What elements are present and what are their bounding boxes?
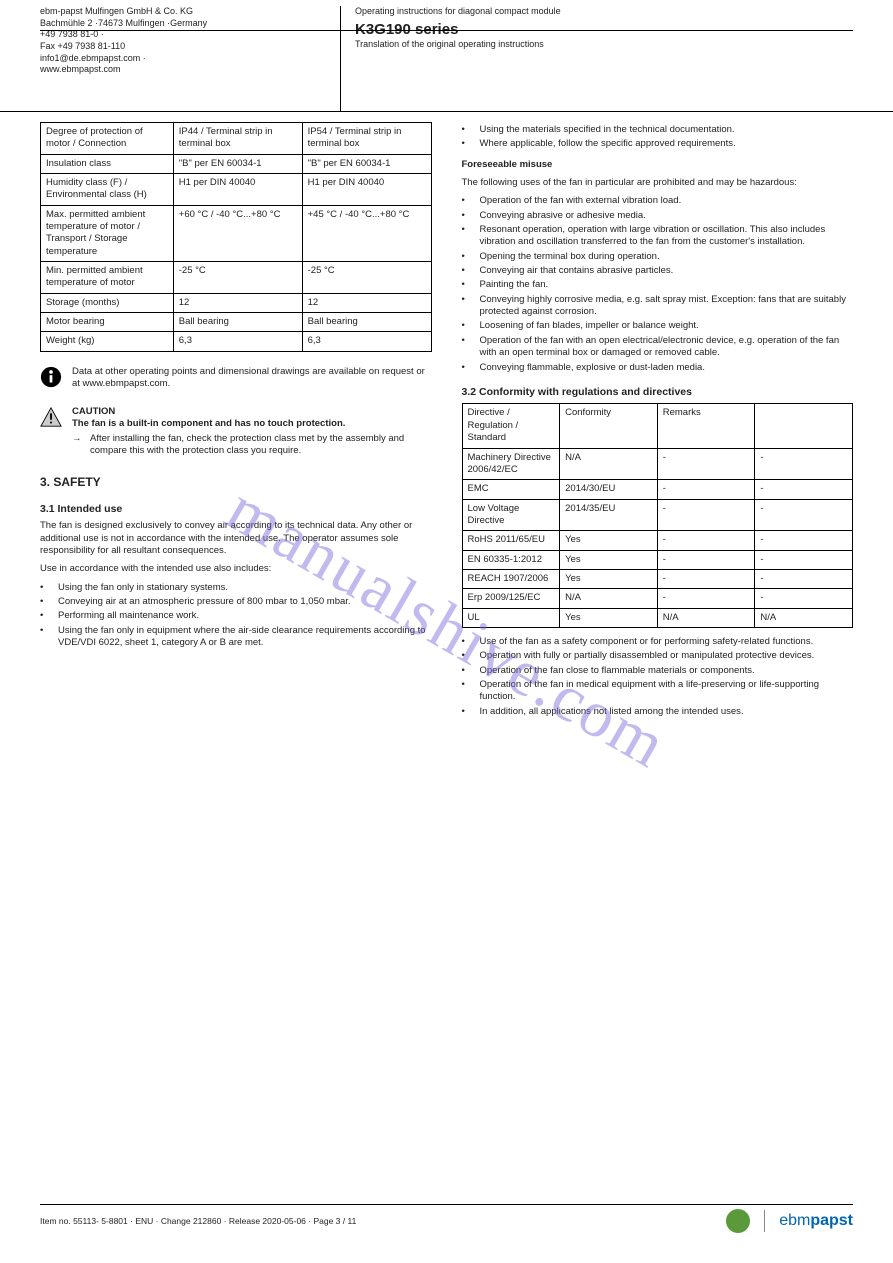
misuse-item: Conveying air that contains abrasive par… bbox=[480, 265, 674, 277]
table-row: Storage (months)1212 bbox=[41, 293, 432, 312]
bullet-icon: • bbox=[462, 279, 474, 291]
bullet-icon: • bbox=[462, 124, 474, 136]
caution-line1: The fan is a built-in component and has … bbox=[72, 418, 432, 430]
misuse-item: Painting the fan. bbox=[480, 279, 549, 291]
bullet-icon: • bbox=[40, 610, 52, 622]
misuse-item: Resonant operation, operation with large… bbox=[480, 224, 854, 249]
bullet-icon: • bbox=[462, 665, 474, 677]
footer-item: Item no. 55113- bbox=[40, 1216, 99, 1226]
trans-label: Translation of the original operating in… bbox=[355, 39, 853, 51]
check-item: Using the fan only in equipment where th… bbox=[58, 625, 432, 650]
table-row: EN 60335-1:2012Yes-- bbox=[462, 550, 853, 569]
misuse-item: Conveying flammable, explosive or dust-l… bbox=[480, 362, 705, 374]
bullet-icon: • bbox=[462, 210, 474, 222]
misuse-item: Operation of the fan in medical equipmen… bbox=[480, 679, 854, 704]
table-row: Max. permitted ambient temperature of mo… bbox=[41, 205, 432, 261]
table-row: Erp 2009/125/ECN/A-- bbox=[462, 589, 853, 608]
info-note: Data at other operating points and dimen… bbox=[72, 366, 432, 392]
foreseeable-title: Foreseeable misuse bbox=[462, 159, 854, 171]
misuse-item: Opening the terminal box during operatio… bbox=[480, 251, 660, 263]
info-icon bbox=[40, 366, 64, 392]
table-row: ULYesN/AN/A bbox=[462, 608, 853, 627]
table-row: Min. permitted ambient temperature of mo… bbox=[41, 262, 432, 294]
bullet-icon: • bbox=[462, 335, 474, 360]
right-note: Using the materials specified in the tec… bbox=[480, 124, 735, 136]
series-label: Operating instructions for diagonal comp… bbox=[355, 6, 853, 18]
bullet-icon: • bbox=[462, 320, 474, 332]
table-row: RoHS 2011/65/EUYes-- bbox=[462, 531, 853, 550]
table-row: Machinery Directive 2006/42/ECN/A-- bbox=[462, 448, 853, 480]
arrow-icon: → bbox=[72, 433, 84, 458]
body-31a: The fan is designed exclusively to conve… bbox=[40, 520, 432, 557]
bullet-icon: • bbox=[462, 636, 474, 648]
web: www.ebmpapst.com bbox=[40, 64, 330, 76]
fax: Fax +49 7938 81-110 bbox=[40, 41, 330, 53]
divider bbox=[764, 1210, 765, 1232]
table-row: Weight (kg)6,36,3 bbox=[41, 332, 432, 351]
table-row: Motor bearingBall bearingBall bearing bbox=[41, 313, 432, 332]
caution-line2: After installing the fan, check the prot… bbox=[90, 433, 432, 458]
misuse-item: Operation of the fan with external vibra… bbox=[480, 195, 682, 207]
body-31b: Use in accordance with the intended use … bbox=[40, 563, 432, 575]
foreseeable-lead: The following uses of the fan in particu… bbox=[462, 177, 854, 189]
section-3: 3. SAFETY bbox=[40, 475, 432, 491]
spec-table: Degree of protection of motor / Connecti… bbox=[40, 122, 432, 352]
check-item: Conveying air at an atmospheric pressure… bbox=[58, 596, 351, 608]
phone: +49 7938 81-0 · bbox=[40, 29, 330, 41]
bullet-icon: • bbox=[40, 596, 52, 608]
table-row: Directive / Regulation / StandardConform… bbox=[462, 404, 853, 448]
brand: ebm-papst Mulfingen GmbH & Co. KG bbox=[40, 6, 330, 18]
bullet-icon: • bbox=[462, 138, 474, 150]
mail: info1@de.ebmpapst.com · bbox=[40, 53, 330, 65]
footer-rev: 5-8801 · ENU · Change 212860 · Release 2… bbox=[101, 1216, 356, 1226]
subsection-31: 3.1 Intended use bbox=[40, 503, 432, 517]
misuse-item: In addition, all applications not listed… bbox=[480, 706, 744, 718]
bullet-icon: • bbox=[462, 362, 474, 374]
subsection-32: 3.2 Conformity with regulations and dire… bbox=[462, 386, 854, 400]
check-item: Performing all maintenance work. bbox=[58, 610, 199, 622]
bullet-icon: • bbox=[40, 625, 52, 650]
ebmpapst-logo: ebmpapst bbox=[779, 1211, 853, 1232]
table-row: EMC2014/30/EU-- bbox=[462, 480, 853, 499]
misuse-item: Operation of the fan with an open electr… bbox=[480, 335, 854, 360]
misuse-item: Use of the fan as a safety component or … bbox=[480, 636, 814, 648]
misuse-item: Conveying abrasive or adhesive media. bbox=[480, 210, 646, 222]
conformity-table: Directive / Regulation / StandardConform… bbox=[462, 403, 854, 627]
bullet-icon: • bbox=[462, 650, 474, 662]
warning-icon bbox=[40, 406, 64, 459]
bullet-icon: • bbox=[462, 294, 474, 319]
table-row: Insulation class"B" per EN 60034-1"B" pe… bbox=[41, 154, 432, 173]
misuse-item: Operation of the fan close to flammable … bbox=[480, 665, 755, 677]
misuse-item: Conveying highly corrosive media, e.g. s… bbox=[480, 294, 854, 319]
green-badge-icon bbox=[726, 1209, 750, 1233]
misuse-item: Operation with fully or partially disass… bbox=[480, 650, 815, 662]
caution-title: CAUTION bbox=[72, 406, 432, 418]
table-row: Humidity class (F) / Environmental class… bbox=[41, 174, 432, 206]
bullet-icon: • bbox=[462, 251, 474, 263]
bullet-icon: • bbox=[462, 706, 474, 718]
bullet-icon: • bbox=[462, 679, 474, 704]
bullet-icon: • bbox=[462, 265, 474, 277]
check-item: Using the fan only in stationary systems… bbox=[58, 582, 228, 594]
bullet-icon: • bbox=[462, 224, 474, 249]
right-note: Where applicable, follow the specific ap… bbox=[480, 138, 736, 150]
bullet-icon: • bbox=[40, 582, 52, 594]
misuse-item: Loosening of fan blades, impeller or bal… bbox=[480, 320, 699, 332]
addr: Bachmühle 2 ·74673 Mulfingen ·Germany bbox=[40, 18, 330, 30]
bullet-icon: • bbox=[462, 195, 474, 207]
table-row: Low Voltage Directive2014/35/EU-- bbox=[462, 499, 853, 531]
table-row: Degree of protection of motor / Connecti… bbox=[41, 123, 432, 155]
table-row: REACH 1907/2006Yes-- bbox=[462, 569, 853, 588]
